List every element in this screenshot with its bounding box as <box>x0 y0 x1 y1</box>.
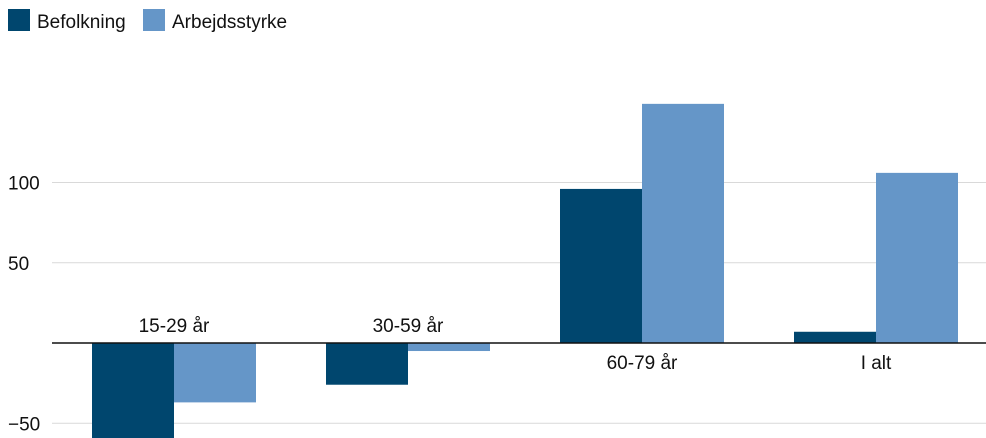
category-label-0: 15-29 år <box>139 316 210 337</box>
legend-label-0: Befolkning <box>37 12 126 33</box>
bar-0-1 <box>326 343 408 385</box>
y-axis-ticks: 100 50 −50 <box>8 174 40 436</box>
bar-1-2 <box>642 103 724 343</box>
bar-1-1 <box>408 343 490 352</box>
y-tick-label-2: −50 <box>8 414 40 435</box>
y-tick-label-0: 100 <box>8 174 40 195</box>
bar-1-0 <box>174 343 256 403</box>
category-labels: 15-29 år 30-59 år 60-79 år I alt <box>139 316 892 374</box>
category-label-3: I alt <box>861 353 892 374</box>
category-label-1: 30-59 år <box>373 316 444 337</box>
bars <box>92 103 958 438</box>
y-tick-label-1: 50 <box>8 254 29 275</box>
gridlines <box>52 182 986 424</box>
bar-0-0 <box>92 343 174 438</box>
bar-0-3 <box>794 331 876 343</box>
category-label-2: 60-79 år <box>607 353 678 374</box>
legend-swatch-0 <box>8 9 30 31</box>
legend-label-1: Arbejdsstyrke <box>172 12 287 33</box>
legend: Befolkning Arbejdsstyrke <box>8 9 287 33</box>
bar-0-2 <box>560 188 642 343</box>
bar-1-3 <box>876 172 958 343</box>
legend-swatch-1 <box>143 9 165 31</box>
